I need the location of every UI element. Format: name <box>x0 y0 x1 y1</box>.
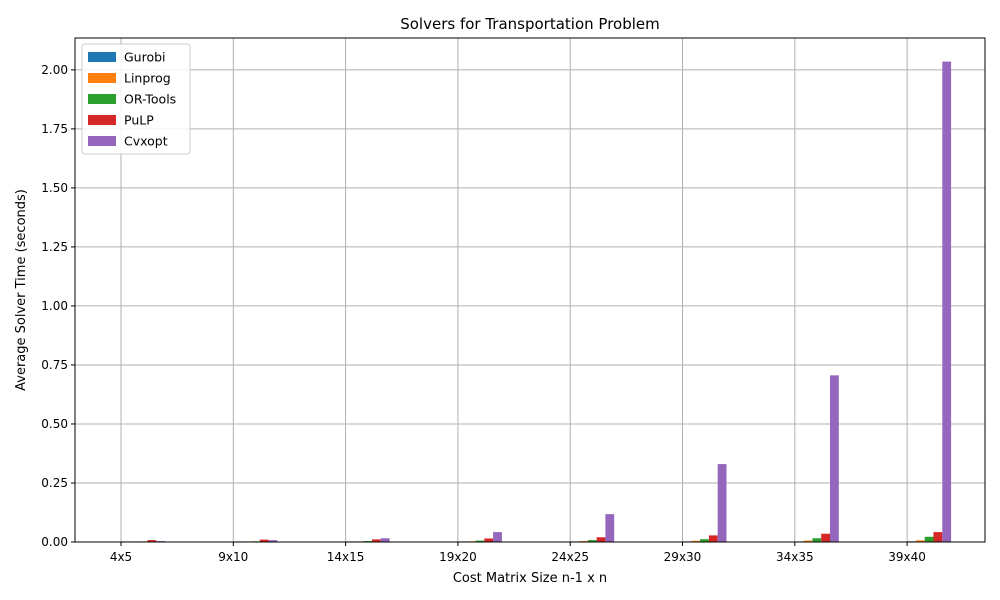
y-tick-label: 2.00 <box>41 63 68 77</box>
y-tick-label: 1.50 <box>41 181 68 195</box>
legend-label-or-tools: OR-Tools <box>124 92 176 107</box>
y-tick-label: 1.75 <box>41 122 68 136</box>
x-tick-label: 34x35 <box>776 550 814 564</box>
x-tick-label: 4x5 <box>110 550 132 564</box>
legend-swatch-pulp <box>88 115 116 125</box>
y-axis-ticks: 0.00 0.25 0.50 0.75 1.00 1.25 1.50 1.75 2.00 <box>41 63 75 549</box>
legend-box <box>81 43 191 155</box>
bar-pulp-9x10 <box>259 539 269 542</box>
x-axis-ticks: 4x5 9x10 14x15 19x20 24x25 29x30 34x35 39x40 <box>110 542 926 564</box>
legend: Gurobi Linprog OR-Tools PuLP Cvxopt <box>81 43 191 155</box>
x-tick-label: 24x25 <box>551 550 589 564</box>
y-tick-label: 0.50 <box>41 417 68 431</box>
bar-pulp-4x5 <box>147 540 157 542</box>
bar-cvxopt-29x30 <box>717 464 727 542</box>
x-tick-label: 9x10 <box>218 550 248 564</box>
bar-pulp-39x40 <box>933 532 943 542</box>
x-tick-label: 14x15 <box>327 550 365 564</box>
bar-cvxopt-39x40 <box>942 61 952 542</box>
bar-pulp-14x15 <box>372 539 381 542</box>
bar-or-tools-39x40 <box>924 536 934 542</box>
y-tick-label: 1.25 <box>41 240 68 254</box>
y-tick-label: 0.25 <box>41 476 68 490</box>
x-tick-label: 39x40 <box>888 550 926 564</box>
bar-cvxopt-19x20 <box>493 532 502 542</box>
legend-label-pulp: PuLP <box>124 113 154 128</box>
bar-or-tools-34x35 <box>812 538 822 542</box>
y-tick-label: 0.00 <box>41 535 68 549</box>
x-tick-label: 29x30 <box>664 550 702 564</box>
legend-label-linprog: Linprog <box>124 71 171 86</box>
plot-frame <box>74 37 986 543</box>
legend-swatch-linprog <box>88 73 116 83</box>
chart-title: Solvers for Transportation Problem <box>400 15 660 33</box>
legend-swatch-cvxopt <box>88 136 116 146</box>
legend-label-gurobi: Gurobi <box>124 50 166 65</box>
bar-cvxopt-34x35 <box>830 375 839 542</box>
bars <box>121 61 952 542</box>
bar-pulp-24x25 <box>596 537 606 542</box>
bar-or-tools-19x20 <box>475 540 485 542</box>
bar-pulp-29x30 <box>708 535 718 542</box>
bar-pulp-34x35 <box>821 533 830 542</box>
legend-label-cvxopt: Cvxopt <box>124 134 168 149</box>
y-tick-label: 0.75 <box>41 358 68 372</box>
x-tick-label: 19x20 <box>439 550 477 564</box>
y-axis-label: Average Solver Time (seconds) <box>14 189 29 391</box>
bar-cvxopt-14x15 <box>380 538 390 542</box>
bar-or-tools-29x30 <box>700 539 709 542</box>
bar-cvxopt-9x10 <box>268 540 278 542</box>
bar-linprog-29x30 <box>691 540 701 542</box>
x-axis-label: Cost Matrix Size n-1 x n <box>453 571 607 586</box>
legend-swatch-gurobi <box>88 52 116 62</box>
grid-lines <box>75 38 985 543</box>
bar-pulp-19x20 <box>484 538 494 542</box>
bar-linprog-39x40 <box>915 540 925 542</box>
bar-linprog-34x35 <box>803 540 813 542</box>
bar-cvxopt-24x25 <box>605 514 615 542</box>
legend-swatch-or-tools <box>88 94 116 104</box>
bar-or-tools-24x25 <box>587 540 597 542</box>
y-tick-label: 1.00 <box>41 299 68 313</box>
